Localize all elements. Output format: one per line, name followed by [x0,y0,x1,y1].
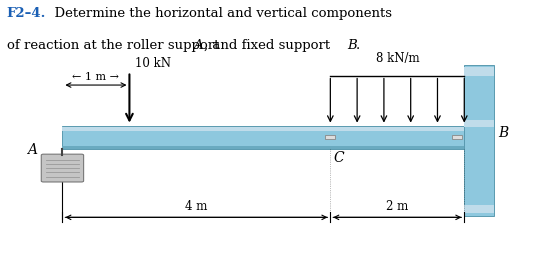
Bar [62,146,464,148]
Bar [325,134,335,139]
Bar [62,127,464,131]
Text: .: . [356,39,361,52]
Text: 2 m: 2 m [386,200,408,213]
Text: , and fixed support: , and fixed support [204,39,334,52]
Text: 10 kN: 10 kN [135,57,171,70]
Bar [464,205,494,213]
Text: C: C [333,151,344,165]
FancyBboxPatch shape [41,154,84,182]
Bar [464,65,494,216]
Bar [452,134,462,139]
Text: A: A [193,39,203,52]
Text: 8 kN/m: 8 kN/m [376,52,419,65]
Text: Determine the horizontal and vertical components: Determine the horizontal and vertical co… [46,7,392,20]
Text: A: A [27,143,37,157]
Text: ← 1 m →: ← 1 m → [72,72,119,82]
Text: 4 m: 4 m [185,200,207,213]
Bar [464,68,494,76]
Text: F2–4.: F2–4. [7,7,46,20]
Text: of reaction at the roller support: of reaction at the roller support [7,39,223,52]
Text: B: B [348,39,357,52]
Bar [464,120,494,127]
Text: B: B [498,126,509,140]
Bar [62,126,464,149]
